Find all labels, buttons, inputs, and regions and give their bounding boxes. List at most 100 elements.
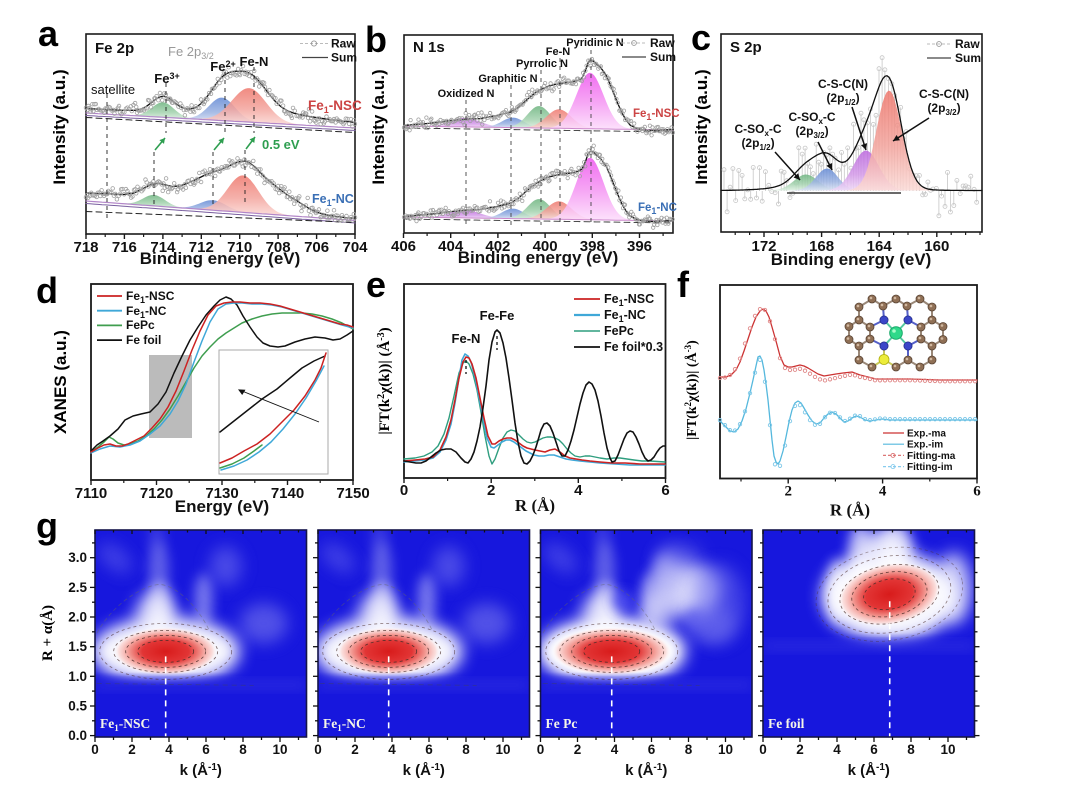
svg-text:Sum: Sum — [955, 51, 981, 65]
svg-text:164: 164 — [867, 238, 893, 255]
svg-text:Fe Pc: Fe Pc — [546, 716, 578, 731]
svg-text:Fe foil: Fe foil — [126, 333, 161, 347]
svg-text:C-SOx-C: C-SOx-C — [734, 122, 781, 138]
svg-text:(2p1/2): (2p1/2) — [741, 136, 774, 152]
svg-text:Fe1-NC: Fe1-NC — [323, 716, 366, 733]
svg-text:10: 10 — [495, 742, 510, 757]
svg-text:1.0: 1.0 — [68, 669, 87, 684]
svg-text:168: 168 — [809, 238, 834, 255]
svg-text:Fe1-NSC: Fe1-NSC — [308, 98, 362, 115]
svg-text:(2p1/2): (2p1/2) — [826, 91, 859, 107]
svg-text:Fe-Fe: Fe-Fe — [480, 308, 515, 323]
svg-text:160: 160 — [924, 238, 949, 255]
svg-text:6: 6 — [973, 484, 981, 500]
svg-text:R + α(Å): R + α(Å) — [40, 605, 56, 661]
svg-text:6: 6 — [202, 742, 210, 757]
svg-text:Fe 2p: Fe 2p — [95, 40, 134, 57]
svg-text:704: 704 — [342, 239, 368, 256]
svg-text:FePc: FePc — [604, 324, 634, 338]
svg-text:Fe1-NC: Fe1-NC — [312, 192, 354, 208]
svg-text:6: 6 — [648, 742, 656, 757]
svg-text:k (Å-1): k (Å-1) — [180, 762, 222, 779]
svg-text:712: 712 — [189, 239, 214, 256]
svg-text:8: 8 — [239, 742, 247, 757]
svg-text:Raw: Raw — [650, 36, 675, 50]
svg-text:Fe-N: Fe-N — [240, 54, 269, 69]
svg-text:0: 0 — [314, 742, 322, 757]
svg-text:4: 4 — [879, 484, 887, 500]
svg-text:0.0: 0.0 — [68, 728, 87, 743]
svg-text:4: 4 — [574, 482, 583, 499]
svg-text:7150: 7150 — [336, 485, 369, 502]
svg-text:Fe1-NC: Fe1-NC — [604, 308, 646, 324]
svg-text:Energy (eV): Energy (eV) — [175, 497, 269, 516]
svg-text:10: 10 — [940, 742, 955, 757]
svg-text:Graphitic N: Graphitic N — [478, 73, 537, 85]
svg-text:Pyridinic N: Pyridinic N — [566, 37, 624, 49]
svg-text:400: 400 — [533, 238, 558, 255]
svg-text:Fitting-im: Fitting-im — [907, 462, 953, 473]
svg-text:0: 0 — [537, 742, 545, 757]
svg-text:(2p3/2): (2p3/2) — [795, 124, 828, 140]
svg-text:714: 714 — [150, 239, 176, 256]
svg-text:4: 4 — [388, 742, 396, 757]
svg-text:Oxidized N: Oxidized N — [438, 88, 495, 100]
svg-text:Binding energy (eV): Binding energy (eV) — [140, 249, 301, 268]
svg-text:2: 2 — [796, 742, 804, 757]
svg-text:Fitting-ma: Fitting-ma — [907, 451, 956, 462]
svg-text:0.5 eV: 0.5 eV — [262, 137, 300, 152]
svg-text:4: 4 — [833, 742, 841, 757]
svg-text:406: 406 — [391, 238, 416, 255]
svg-text:|FT(k2χ(k))| (Å-3): |FT(k2χ(k))| (Å-3) — [683, 340, 700, 440]
svg-text:3.0: 3.0 — [68, 550, 87, 565]
svg-text:7130: 7130 — [205, 485, 238, 502]
svg-text:706: 706 — [304, 239, 329, 256]
svg-text:k (Å-1): k (Å-1) — [848, 762, 890, 779]
svg-text:Raw: Raw — [331, 37, 356, 51]
svg-text:2.5: 2.5 — [68, 580, 87, 595]
svg-text:C-S-C(N): C-S-C(N) — [919, 87, 969, 101]
svg-text:1.5: 1.5 — [68, 639, 87, 654]
svg-text:6: 6 — [425, 742, 433, 757]
svg-text:7120: 7120 — [140, 485, 173, 502]
svg-text:R (Å): R (Å) — [830, 501, 870, 520]
svg-text:7140: 7140 — [271, 485, 304, 502]
svg-text:Fe1-NSC: Fe1-NSC — [633, 108, 680, 122]
svg-text:716: 716 — [112, 239, 137, 256]
svg-text:0: 0 — [759, 742, 767, 757]
svg-text:Sum: Sum — [650, 50, 676, 64]
svg-text:4: 4 — [165, 742, 173, 757]
svg-text:C-S-C(N): C-S-C(N) — [818, 77, 868, 91]
svg-text:172: 172 — [751, 238, 776, 255]
svg-text:k (Å-1): k (Å-1) — [403, 762, 445, 779]
svg-text:710: 710 — [227, 239, 252, 256]
svg-text:Intensity (a.u.): Intensity (a.u.) — [692, 69, 711, 184]
svg-text:Raw: Raw — [955, 37, 980, 51]
svg-text:Fe1-NC: Fe1-NC — [126, 304, 167, 320]
svg-text:8: 8 — [907, 742, 915, 757]
svg-text:R (Å): R (Å) — [515, 496, 555, 515]
svg-text:(2p3/2): (2p3/2) — [927, 101, 960, 117]
svg-text:g: g — [36, 505, 58, 546]
svg-text:Fe foil: Fe foil — [768, 716, 805, 731]
svg-text:7110: 7110 — [75, 485, 108, 502]
svg-text:e: e — [366, 264, 386, 305]
svg-text:Binding energy (eV): Binding energy (eV) — [458, 248, 619, 267]
svg-text:8: 8 — [462, 742, 470, 757]
svg-text:404: 404 — [438, 238, 464, 255]
svg-text:Fe-N: Fe-N — [546, 46, 571, 58]
svg-text:4: 4 — [611, 742, 619, 757]
svg-text:10: 10 — [272, 742, 287, 757]
svg-text:708: 708 — [266, 239, 291, 256]
svg-text:c: c — [691, 17, 711, 58]
svg-text:2: 2 — [351, 742, 359, 757]
svg-text:S 2p: S 2p — [730, 39, 762, 56]
svg-text:Exp.-im: Exp.-im — [907, 440, 943, 451]
svg-text:Pyrrolic N: Pyrrolic N — [516, 58, 568, 70]
svg-text:Sum: Sum — [331, 51, 357, 65]
svg-text:a: a — [38, 13, 59, 54]
svg-text:b: b — [365, 19, 387, 60]
svg-text:2: 2 — [574, 742, 582, 757]
svg-text:Fe1-NSC: Fe1-NSC — [126, 289, 175, 305]
svg-text:398: 398 — [580, 238, 605, 255]
